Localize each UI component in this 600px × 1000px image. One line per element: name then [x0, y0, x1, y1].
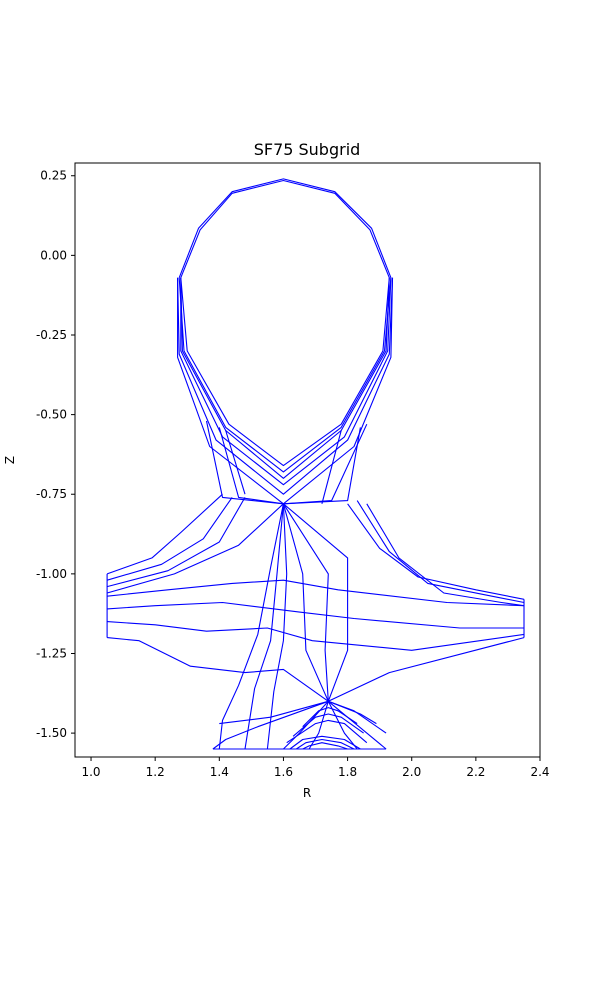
x-tick-label: 2.4	[530, 765, 549, 779]
mesh-line	[356, 500, 525, 604]
mesh-line	[366, 503, 525, 607]
mesh-line	[107, 579, 525, 607]
y-tick-label: -0.75	[36, 487, 67, 501]
x-tick-label: 1.6	[274, 765, 293, 779]
mesh-line	[244, 503, 284, 750]
y-tick-label: -1.25	[36, 646, 67, 660]
mesh-line	[106, 503, 284, 594]
mesh-line	[212, 700, 329, 750]
mesh-line	[266, 503, 288, 750]
x-tick-label: 1.2	[146, 765, 165, 779]
mesh-line	[286, 719, 368, 744]
y-tick-label: 0.25	[40, 169, 67, 183]
chart-title: SF75 Subgrid	[254, 140, 361, 159]
x-axis-label: R	[303, 786, 311, 800]
x-tick-label: 2.2	[466, 765, 485, 779]
mesh-line	[106, 493, 223, 575]
mesh-line	[347, 503, 525, 600]
mesh-line	[107, 621, 525, 651]
mesh-line	[225, 430, 246, 495]
mesh-line	[282, 503, 329, 702]
mesh-line	[283, 700, 329, 750]
y-axis-label: Z	[3, 456, 17, 464]
y-tick-label: -1.00	[36, 567, 67, 581]
x-tick-label: 1.0	[81, 765, 100, 779]
y-tick-label: 0.00	[40, 248, 67, 262]
mesh-line	[302, 742, 348, 750]
mesh-line	[219, 700, 329, 725]
mesh-line	[327, 701, 358, 750]
mesh-line	[106, 497, 233, 581]
mesh-line	[180, 277, 390, 479]
mesh-line	[218, 503, 284, 750]
mesh-line	[321, 430, 342, 504]
mesh-line	[302, 707, 358, 728]
mesh-line	[295, 738, 355, 750]
mesh-line	[180, 277, 392, 486]
x-axis-ticks: 1.0 1.2 1.4 1.6 1.8 2.0 2.2 2.4	[81, 757, 550, 779]
y-tick-label: -0.50	[36, 408, 67, 422]
mesh-line	[289, 735, 361, 750]
mesh-line	[328, 700, 387, 734]
mesh-line	[107, 637, 525, 702]
y-tick-label: -1.50	[36, 726, 67, 740]
x-tick-label: 1.8	[338, 765, 357, 779]
mesh-line	[292, 713, 364, 737]
mesh-line	[106, 497, 246, 588]
mesh-lines	[106, 178, 525, 750]
y-axis-ticks: 0.25 0.00 -0.25 -0.50 -0.75 -1.00 -1.25 -1.50	[36, 169, 75, 740]
mesh-line	[177, 277, 394, 495]
plot-frame	[74, 162, 541, 758]
mesh-line	[107, 601, 524, 629]
mesh-line	[283, 503, 349, 702]
mesh-line	[308, 701, 329, 750]
mesh-line	[327, 700, 387, 750]
x-tick-label: 2.0	[402, 765, 421, 779]
y-tick-label: -0.25	[36, 328, 67, 342]
mesh-line	[282, 503, 329, 702]
x-tick-label: 1.4	[210, 765, 229, 779]
